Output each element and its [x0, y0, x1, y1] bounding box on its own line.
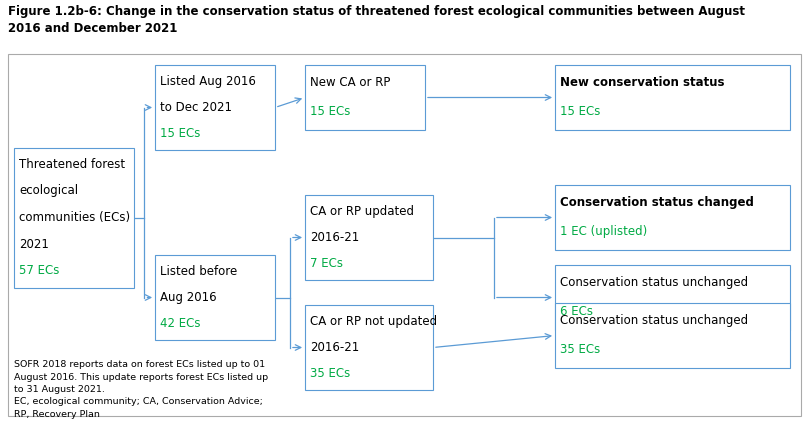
Text: 15 ECs: 15 ECs: [560, 105, 600, 117]
Text: Figure 1.2b-6: Change in the conservation status of threatened forest ecological: Figure 1.2b-6: Change in the conservatio…: [8, 5, 745, 18]
Bar: [305, 305, 433, 390]
Bar: [555, 303, 790, 368]
Bar: [555, 185, 790, 250]
Bar: [155, 255, 275, 340]
Text: Listed before: Listed before: [160, 265, 237, 278]
Text: New conservation status: New conservation status: [560, 75, 725, 89]
Bar: [8, 54, 801, 416]
Text: New CA or RP: New CA or RP: [310, 75, 391, 89]
Bar: [305, 65, 425, 130]
Bar: [14, 148, 134, 288]
Text: 2016-21: 2016-21: [310, 340, 359, 354]
Text: CA or RP not updated: CA or RP not updated: [310, 315, 437, 328]
Text: 6 ECs: 6 ECs: [560, 305, 593, 318]
Text: SOFR 2018 reports data on forest ECs listed up to 01
August 2016. This update re: SOFR 2018 reports data on forest ECs lis…: [14, 360, 268, 419]
Bar: [555, 265, 790, 330]
Text: CA or RP updated: CA or RP updated: [310, 205, 414, 218]
Bar: [555, 65, 790, 130]
Text: 15 ECs: 15 ECs: [160, 127, 201, 139]
Text: ecological: ecological: [19, 184, 78, 198]
Text: 2016 and December 2021: 2016 and December 2021: [8, 22, 177, 35]
Text: Conservation status changed: Conservation status changed: [560, 195, 754, 209]
Text: Aug 2016: Aug 2016: [160, 290, 217, 304]
Text: Listed Aug 2016: Listed Aug 2016: [160, 75, 256, 88]
Text: Threatened forest: Threatened forest: [19, 158, 125, 171]
Text: Conservation status unchanged: Conservation status unchanged: [560, 314, 748, 326]
Text: to Dec 2021: to Dec 2021: [160, 100, 232, 114]
Text: 7 ECs: 7 ECs: [310, 257, 343, 270]
Text: 35 ECs: 35 ECs: [310, 367, 350, 379]
Bar: [155, 65, 275, 150]
Text: communities (ECs): communities (ECs): [19, 211, 130, 224]
Text: Conservation status unchanged: Conservation status unchanged: [560, 276, 748, 289]
Text: 15 ECs: 15 ECs: [310, 105, 350, 117]
Text: 42 ECs: 42 ECs: [160, 317, 201, 329]
Text: 35 ECs: 35 ECs: [560, 343, 600, 356]
Text: 2016-21: 2016-21: [310, 231, 359, 244]
Bar: [305, 195, 433, 280]
Text: 57 ECs: 57 ECs: [19, 264, 59, 277]
Text: 2021: 2021: [19, 237, 49, 251]
Text: 1 EC (uplisted): 1 EC (uplisted): [560, 225, 647, 237]
